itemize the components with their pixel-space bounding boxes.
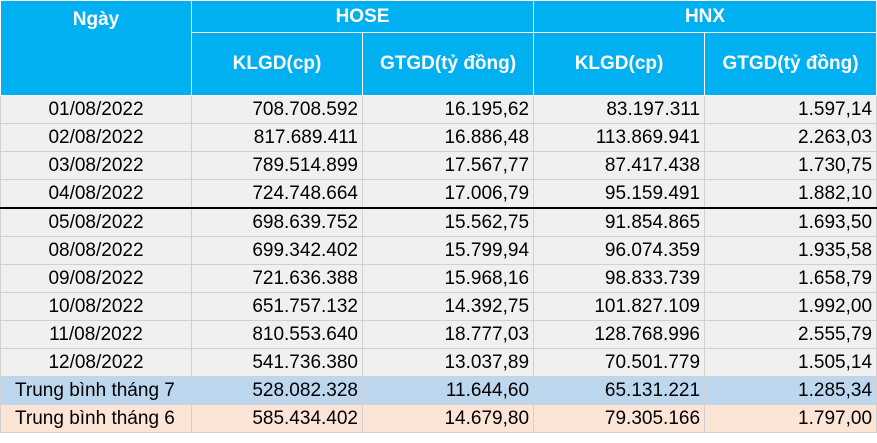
cell-hnx-gtgd: 1.730,75 (704, 151, 877, 180)
cell-hose-klgd: 708.708.592 (191, 95, 363, 124)
cell-hose-klgd: 721.636.388 (191, 264, 363, 293)
header-hose-klgd: KLGD(cp) (191, 32, 363, 96)
header-hnx-klgd: KLGD(cp) (533, 32, 706, 96)
cell-day: 10/08/2022 (0, 292, 192, 321)
cell-day: 02/08/2022 (0, 123, 192, 152)
table-row: 05/08/2022 698.639.752 15.562,75 91.854.… (0, 207, 877, 237)
cell-day: 08/08/2022 (0, 236, 192, 265)
cell-day: 11/08/2022 (0, 320, 192, 349)
header-hose: HOSE (190, 0, 535, 33)
cell-hnx-gtgd: 1.285,34 (704, 376, 877, 405)
cell-day: 01/08/2022 (0, 95, 192, 124)
header-hnx-gtgd: GTGD(tỷ đồng) (704, 32, 877, 96)
cell-hose-klgd: 698.639.752 (191, 207, 363, 237)
table-row: 02/08/2022 817.689.411 16.886,48 113.869… (0, 123, 877, 152)
cell-hnx-klgd: 65.131.221 (533, 376, 706, 405)
trading-volume-table: Ngày HOSE HNX KLGD(cp) GTGD(tỷ đồng) KLG… (0, 0, 877, 433)
cell-hose-gtgd: 16.195,62 (361, 95, 535, 124)
average-row-july: Trung bình tháng 7 528.082.328 11.644,60… (0, 376, 877, 405)
cell-hnx-klgd: 101.827.109 (533, 292, 706, 321)
cell-hnx-klgd: 128.768.996 (533, 320, 706, 349)
cell-hnx-klgd: 95.159.491 (533, 179, 706, 209)
average-row-june: Trung bình tháng 6 585.434.402 14.679,80… (0, 404, 877, 433)
table-row: 01/08/2022 708.708.592 16.195,62 83.197.… (0, 95, 877, 124)
cell-hose-gtgd: 17.567,77 (361, 151, 535, 180)
header-day: Ngày (0, 0, 192, 96)
cell-hnx-gtgd: 1.935,58 (704, 236, 877, 265)
cell-hnx-gtgd: 1.992,00 (704, 292, 877, 321)
cell-hnx-gtgd: 2.263,03 (704, 123, 877, 152)
cell-hose-klgd: 699.342.402 (191, 236, 363, 265)
cell-average-label: Trung bình tháng 7 (0, 376, 192, 405)
cell-hnx-klgd: 98.833.739 (533, 264, 706, 293)
cell-hnx-gtgd: 2.555,79 (704, 320, 877, 349)
table-header: Ngày HOSE HNX KLGD(cp) GTGD(tỷ đồng) KLG… (0, 0, 877, 96)
cell-hnx-klgd: 79.305.166 (533, 404, 706, 433)
cell-hose-gtgd: 17.006,79 (361, 179, 535, 209)
cell-hose-gtgd: 13.037,89 (361, 348, 535, 377)
table-row: 11/08/2022 810.553.640 18.777,03 128.768… (0, 320, 877, 349)
cell-hose-klgd: 810.553.640 (191, 320, 363, 349)
cell-hose-gtgd: 16.886,48 (361, 123, 535, 152)
table-row: 04/08/2022 724.748.664 17.006,79 95.159.… (0, 179, 877, 209)
cell-hnx-gtgd: 1.882,10 (704, 179, 877, 209)
cell-hose-klgd: 585.434.402 (191, 404, 363, 433)
cell-day: 12/08/2022 (0, 348, 192, 377)
table-body: 01/08/2022 708.708.592 16.195,62 83.197.… (0, 95, 877, 433)
table-row: 10/08/2022 651.757.132 14.392,75 101.827… (0, 292, 877, 321)
cell-hose-klgd: 817.689.411 (191, 123, 363, 152)
table-row: 03/08/2022 789.514.899 17.567,77 87.417.… (0, 151, 877, 180)
table-row: 09/08/2022 721.636.388 15.968,16 98.833.… (0, 264, 877, 293)
cell-hose-gtgd: 11.644,60 (361, 376, 535, 405)
cell-hnx-klgd: 91.854.865 (533, 207, 706, 237)
cell-hnx-gtgd: 1.797,00 (704, 404, 877, 433)
cell-hose-gtgd: 15.562,75 (361, 207, 535, 237)
cell-hnx-klgd: 113.869.941 (533, 123, 706, 152)
cell-hose-gtgd: 18.777,03 (361, 320, 535, 349)
cell-hnx-gtgd: 1.597,14 (704, 95, 877, 124)
cell-hose-gtgd: 14.679,80 (361, 404, 535, 433)
cell-hnx-gtgd: 1.693,50 (704, 207, 877, 237)
cell-day: 03/08/2022 (0, 151, 192, 180)
table-row: 08/08/2022 699.342.402 15.799,94 96.074.… (0, 236, 877, 265)
cell-hose-klgd: 541.736.380 (191, 348, 363, 377)
header-hnx: HNX (533, 0, 877, 33)
cell-hnx-klgd: 70.501.779 (533, 348, 706, 377)
cell-day: 04/08/2022 (0, 179, 192, 209)
cell-average-label: Trung bình tháng 6 (0, 404, 192, 433)
cell-hnx-klgd: 87.417.438 (533, 151, 706, 180)
header-hose-gtgd: GTGD(tỷ đồng) (361, 32, 535, 96)
cell-day: 09/08/2022 (0, 264, 192, 293)
cell-hose-gtgd: 14.392,75 (361, 292, 535, 321)
cell-hose-gtgd: 15.799,94 (361, 236, 535, 265)
cell-hose-klgd: 724.748.664 (191, 179, 363, 209)
table-row: 12/08/2022 541.736.380 13.037,89 70.501.… (0, 348, 877, 377)
cell-day: 05/08/2022 (0, 207, 192, 237)
cell-hnx-gtgd: 1.658,79 (704, 264, 877, 293)
cell-hnx-klgd: 96.074.359 (533, 236, 706, 265)
cell-hose-klgd: 651.757.132 (191, 292, 363, 321)
cell-hose-klgd: 789.514.899 (191, 151, 363, 180)
cell-hnx-gtgd: 1.505,14 (704, 348, 877, 377)
cell-hose-klgd: 528.082.328 (191, 376, 363, 405)
cell-hnx-klgd: 83.197.311 (533, 95, 706, 124)
cell-hose-gtgd: 15.968,16 (361, 264, 535, 293)
